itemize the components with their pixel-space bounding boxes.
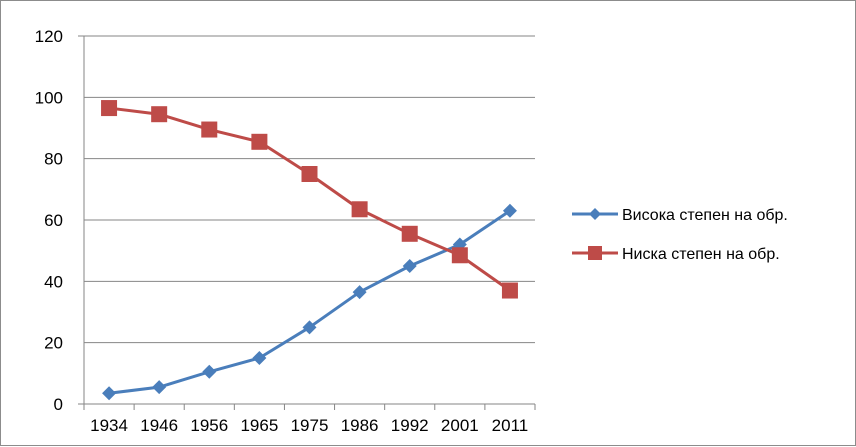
data-point-square (101, 100, 118, 117)
y-tick-label: 60 (44, 211, 63, 230)
x-tick-label: 1975 (291, 416, 329, 435)
axes: 0 20 40 60 80 100 120 1934 1946 1956 1965 1975 1986 1… (35, 27, 536, 435)
data-point-square (251, 133, 268, 150)
data-point-diamond (152, 380, 167, 395)
data-point-diamond (502, 203, 517, 218)
legend-label: Висока степен на обр. (622, 207, 788, 224)
data-point-square (151, 106, 168, 123)
legend-marker-diamond (589, 208, 601, 220)
x-tick-label: 1965 (240, 416, 278, 435)
data-point-square (451, 247, 468, 264)
legend-marker-square (588, 246, 602, 260)
data-point-diamond (252, 351, 267, 365)
series-line-1 (108, 209, 511, 395)
data-point-diamond (352, 285, 367, 300)
series-layer (101, 100, 518, 401)
legend-label: Ниска степен на обр. (622, 246, 780, 263)
data-point-diamond (402, 259, 417, 273)
legend: Висока степен на обр. Ниска степен на обр… (572, 207, 788, 263)
gridlines (84, 35, 535, 344)
x-tick-label: 2011 (492, 416, 529, 435)
x-tick-label: 1946 (140, 416, 178, 435)
x-tick-label: 1956 (190, 416, 228, 435)
x-tick-label: 1934 (90, 416, 128, 435)
y-tick-label: 20 (44, 334, 63, 353)
data-point-square (401, 225, 418, 242)
data-point-diamond (302, 320, 317, 335)
x-tick-label: 1992 (391, 416, 429, 435)
x-tick-label: 1986 (341, 416, 379, 435)
y-tick-label: 0 (54, 395, 63, 414)
x-tick-label: 2001 (441, 416, 479, 435)
y-tick-label: 80 (44, 150, 63, 169)
data-point-diamond (202, 364, 217, 379)
y-tick-label: 100 (35, 88, 63, 107)
y-tick-label: 40 (44, 272, 63, 291)
data-point-square (301, 166, 318, 182)
data-point-square (201, 121, 218, 138)
data-point-square (351, 201, 368, 218)
data-point-square (501, 282, 518, 299)
y-tick-label: 120 (35, 27, 63, 46)
data-point-diamond (102, 386, 117, 401)
series-line-2 (108, 106, 511, 292)
